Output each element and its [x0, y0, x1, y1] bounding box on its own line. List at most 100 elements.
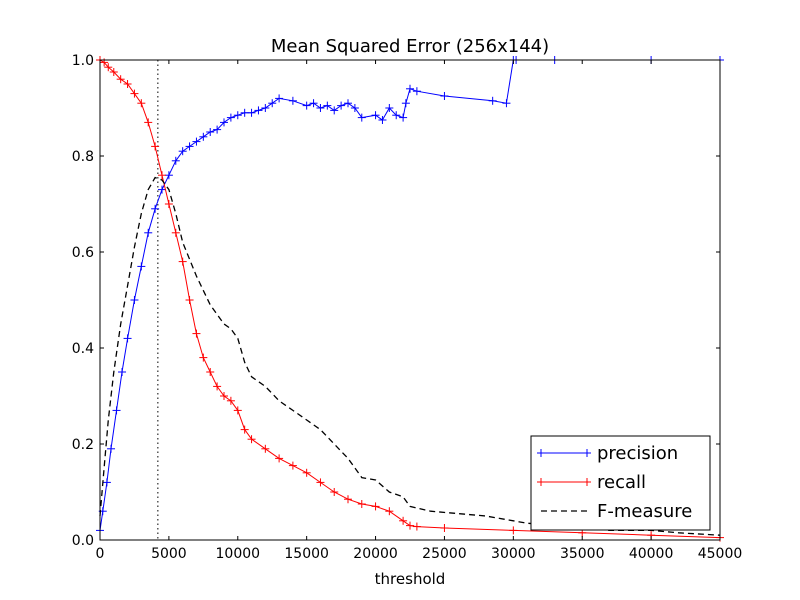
data-point — [399, 516, 408, 525]
data-point — [401, 99, 410, 108]
x-tick-label: 40000 — [629, 546, 674, 562]
data-point — [137, 262, 146, 271]
data-point — [247, 108, 256, 117]
plot-frame — [99, 59, 721, 541]
data-point — [302, 468, 311, 477]
data-point — [488, 96, 497, 105]
data-point — [199, 353, 208, 362]
x-tick-label: 20000 — [353, 546, 398, 562]
data-point — [371, 502, 380, 511]
data-point — [261, 104, 270, 112]
y-tick-label: 1.0 — [72, 53, 94, 69]
data-point — [137, 99, 146, 108]
data-point — [158, 185, 166, 194]
data-point — [247, 435, 256, 444]
y-tick-label: 0.0 — [72, 533, 94, 549]
data-point — [268, 99, 277, 108]
series-precision — [96, 56, 724, 535]
data-point — [130, 296, 139, 304]
y-tick-label: 0.6 — [72, 245, 94, 261]
data-point — [158, 171, 166, 180]
series-recall — [96, 56, 724, 542]
x-tick-label: 45000 — [698, 546, 743, 562]
legend-entry: F-measure — [541, 501, 692, 522]
data-point — [412, 87, 421, 96]
data-point — [288, 96, 297, 105]
data-point — [192, 137, 201, 146]
series-line — [99, 176, 721, 536]
data-point — [226, 396, 235, 405]
data-layer — [96, 56, 724, 542]
data-point — [144, 228, 153, 237]
data-point — [178, 257, 187, 266]
data-point — [130, 89, 139, 98]
data-point — [357, 113, 366, 122]
data-point — [185, 142, 194, 151]
data-point — [109, 68, 118, 76]
x-axis-label: threshold — [375, 570, 446, 588]
data-point — [406, 521, 414, 530]
data-point — [502, 99, 511, 108]
legend-label: F-measure — [597, 501, 692, 522]
data-point — [213, 382, 222, 391]
data-point — [261, 444, 270, 453]
data-point — [192, 329, 201, 338]
data-point — [330, 106, 339, 115]
legend-entry: recall — [537, 472, 646, 493]
ticks-layer: 0 5000 10000 15000 20000 25000 30000 35000 40000… — [72, 53, 743, 562]
x-tick-label: 0 — [96, 546, 105, 562]
x-tick-label: 15000 — [284, 546, 329, 562]
data-point — [509, 526, 518, 535]
data-point — [357, 500, 366, 508]
data-point — [233, 111, 242, 120]
data-point — [226, 113, 235, 122]
data-point — [406, 84, 414, 93]
data-point — [440, 92, 449, 100]
data-point — [344, 99, 352, 108]
data-point — [399, 113, 408, 122]
data-point — [144, 118, 153, 127]
data-point — [233, 406, 242, 415]
legend-label: recall — [597, 472, 646, 493]
data-point — [107, 444, 116, 453]
data-point — [302, 101, 311, 110]
x-tick-label: 10000 — [216, 546, 261, 562]
data-point — [254, 106, 263, 115]
data-point — [385, 507, 394, 516]
data-point — [123, 80, 132, 88]
data-point — [323, 101, 332, 110]
data-point — [112, 406, 121, 415]
chart-title: Mean Squared Error (256x144) — [271, 36, 549, 57]
data-point — [164, 171, 173, 180]
data-point — [337, 101, 346, 110]
data-point — [330, 488, 339, 496]
data-point — [392, 111, 401, 120]
data-point — [240, 108, 249, 117]
data-point — [151, 142, 160, 151]
data-point — [288, 461, 297, 470]
data-point — [275, 94, 284, 103]
data-point — [123, 334, 132, 343]
x-tick-label: 30000 — [491, 546, 536, 562]
x-tick-label: 5000 — [151, 546, 187, 562]
data-point — [102, 478, 111, 487]
data-point — [118, 368, 127, 376]
data-point — [440, 524, 449, 532]
data-point — [171, 228, 180, 237]
data-point — [316, 104, 325, 112]
y-tick-label: 0.4 — [72, 341, 94, 357]
data-point — [412, 522, 421, 531]
series-f-measure — [99, 176, 721, 536]
data-point — [371, 111, 380, 120]
y-tick-label: 0.8 — [72, 149, 94, 165]
data-point — [178, 147, 187, 156]
data-point — [378, 116, 387, 124]
data-point — [275, 454, 284, 463]
data-point — [220, 118, 228, 127]
data-point — [104, 63, 113, 72]
x-tick-label: 25000 — [422, 546, 467, 562]
legend-box — [530, 435, 711, 531]
x-tick-label: 35000 — [560, 546, 605, 562]
data-point — [199, 132, 208, 141]
data-point — [206, 368, 215, 376]
